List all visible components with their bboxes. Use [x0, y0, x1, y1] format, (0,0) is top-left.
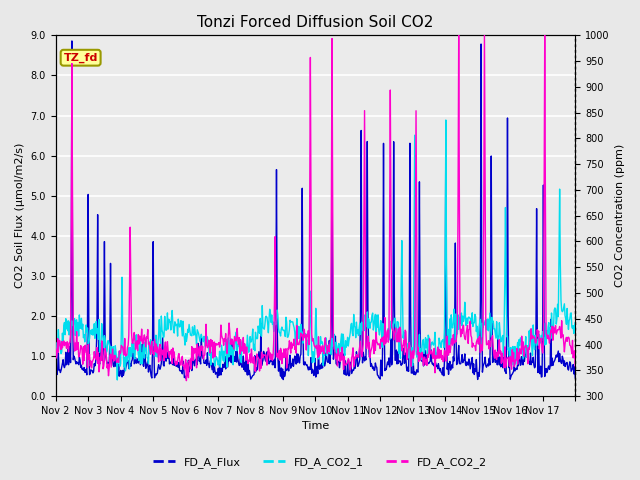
Y-axis label: CO2 Soil Flux (μmol/m2/s): CO2 Soil Flux (μmol/m2/s) [15, 143, 25, 288]
X-axis label: Time: Time [302, 421, 329, 432]
Y-axis label: CO2 Concentration (ppm): CO2 Concentration (ppm) [615, 144, 625, 288]
Text: TZ_fd: TZ_fd [63, 53, 98, 63]
Title: Tonzi Forced Diffusion Soil CO2: Tonzi Forced Diffusion Soil CO2 [197, 15, 434, 30]
Legend: FD_A_Flux, FD_A_CO2_1, FD_A_CO2_2: FD_A_Flux, FD_A_CO2_1, FD_A_CO2_2 [148, 452, 492, 472]
